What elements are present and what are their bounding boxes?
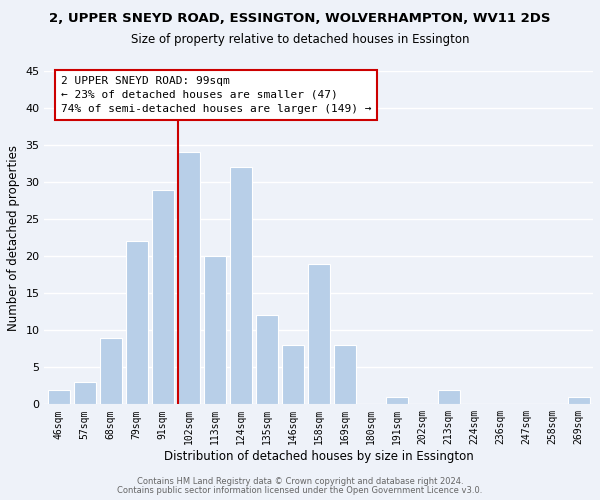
- Bar: [100, 338, 122, 404]
- X-axis label: Distribution of detached houses by size in Essington: Distribution of detached houses by size …: [164, 450, 473, 463]
- Bar: [386, 397, 408, 404]
- Y-axis label: Number of detached properties: Number of detached properties: [7, 144, 20, 330]
- Bar: [204, 256, 226, 404]
- Bar: [308, 264, 330, 404]
- Bar: [438, 390, 460, 404]
- Text: 2, UPPER SNEYD ROAD, ESSINGTON, WOLVERHAMPTON, WV11 2DS: 2, UPPER SNEYD ROAD, ESSINGTON, WOLVERHA…: [49, 12, 551, 26]
- Bar: [230, 168, 252, 404]
- Text: Contains HM Land Registry data © Crown copyright and database right 2024.: Contains HM Land Registry data © Crown c…: [137, 477, 463, 486]
- Bar: [568, 397, 590, 404]
- Bar: [126, 242, 148, 404]
- Text: 2 UPPER SNEYD ROAD: 99sqm
← 23% of detached houses are smaller (47)
74% of semi-: 2 UPPER SNEYD ROAD: 99sqm ← 23% of detac…: [61, 76, 371, 114]
- Bar: [282, 345, 304, 405]
- Bar: [48, 390, 70, 404]
- Bar: [256, 316, 278, 404]
- Text: Size of property relative to detached houses in Essington: Size of property relative to detached ho…: [131, 32, 469, 46]
- Bar: [178, 152, 200, 404]
- Text: Contains public sector information licensed under the Open Government Licence v3: Contains public sector information licen…: [118, 486, 482, 495]
- Bar: [152, 190, 174, 404]
- Bar: [334, 345, 356, 405]
- Bar: [74, 382, 96, 404]
